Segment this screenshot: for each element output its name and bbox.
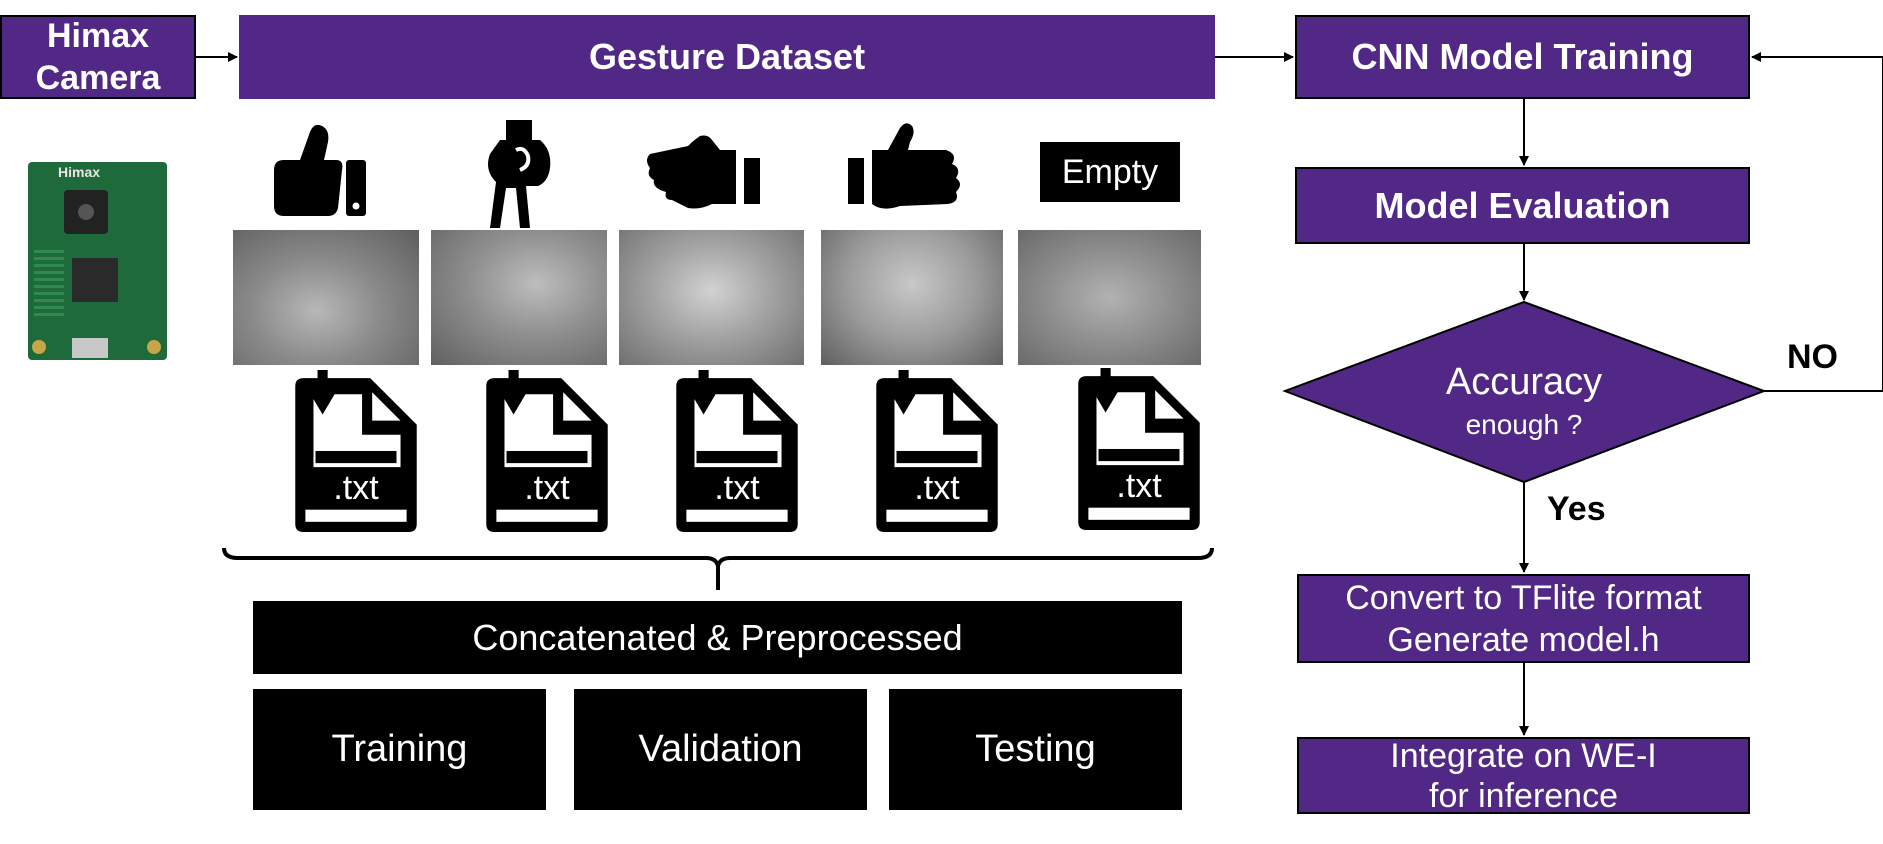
file-icon-2: .txt <box>486 370 608 532</box>
camera-board-image: Himax <box>28 162 167 360</box>
grouping-brace <box>222 547 1214 590</box>
concatenated-box: Concatenated & Preprocessed <box>253 601 1182 674</box>
gesture-dataset-title: Gesture Dataset <box>588 36 866 77</box>
integrate-box: Integrate on WE-I for inference <box>1297 736 1750 815</box>
training-label: Training <box>331 728 468 770</box>
file-label-2: .txt <box>524 469 570 507</box>
empty-label-text: Empty <box>1061 152 1159 191</box>
convert-tflite-box: Convert to TFlite format Generate model.… <box>1297 574 1750 663</box>
camera-lens-core <box>78 204 94 220</box>
validation-box: Validation <box>574 689 867 810</box>
camera-board-traces <box>34 246 64 316</box>
concatenated-label: Concatenated & Preprocessed <box>472 616 963 658</box>
gesture-photo-hand-left <box>821 230 1003 365</box>
decision-label-line2: enough ? <box>1466 409 1583 440</box>
training-box: Training <box>253 689 546 810</box>
model-evaluation-label: Model Evaluation <box>1374 184 1671 226</box>
camera-mount-hole-right <box>147 340 161 354</box>
convert-label-line2: Generate model.h <box>1387 620 1660 659</box>
file-icon-1: .txt <box>295 370 417 532</box>
gesture-photo-thumbs-up <box>233 230 419 365</box>
file-icon-5: .txt <box>1078 368 1200 530</box>
camera-label-line2: Camera <box>35 59 161 97</box>
gesture-photo-two-fingers <box>431 230 607 365</box>
himax-camera-box: Himax Camera <box>0 15 196 99</box>
testing-label: Testing <box>975 728 1096 770</box>
camera-connector <box>72 338 108 358</box>
gesture-photo-hand-right <box>619 230 804 365</box>
camera-label-line1: Himax <box>46 17 150 55</box>
convert-label-line1: Convert to TFlite format <box>1345 578 1702 617</box>
empty-label: Empty <box>1040 142 1180 202</box>
file-icon-4: .txt <box>876 370 998 532</box>
integrate-label-line2: for inference <box>1429 776 1618 815</box>
camera-board-brand: Himax <box>58 164 101 180</box>
camera-chip <box>72 258 118 302</box>
file-icon-3: .txt <box>676 370 798 532</box>
gesture-photo-empty <box>1018 230 1201 365</box>
file-label-4: .txt <box>914 469 960 507</box>
testing-box: Testing <box>889 689 1182 810</box>
file-label-5: .txt <box>1116 467 1162 505</box>
file-label-1: .txt <box>333 469 379 507</box>
arrow-no-loop <box>1751 52 1883 392</box>
thumbs-up-icon <box>274 124 366 216</box>
decision-label-line1: Accuracy <box>1446 361 1602 403</box>
cnn-training-label: CNN Model Training <box>1351 36 1694 77</box>
cnn-training-box: CNN Model Training <box>1295 15 1750 99</box>
two-fingers-walking-icon <box>488 120 551 228</box>
gesture-dataset-box: Gesture Dataset <box>239 15 1215 99</box>
integrate-label-line1: Integrate on WE-I <box>1390 736 1657 775</box>
model-evaluation-box: Model Evaluation <box>1295 167 1750 244</box>
hand-left-icon <box>848 123 960 209</box>
file-label-3: .txt <box>714 469 760 507</box>
hand-right-icon <box>647 135 760 209</box>
validation-label: Validation <box>638 728 803 770</box>
camera-mount-hole-left <box>32 340 46 354</box>
no-label: NO <box>1787 338 1838 376</box>
yes-label: Yes <box>1547 490 1606 528</box>
